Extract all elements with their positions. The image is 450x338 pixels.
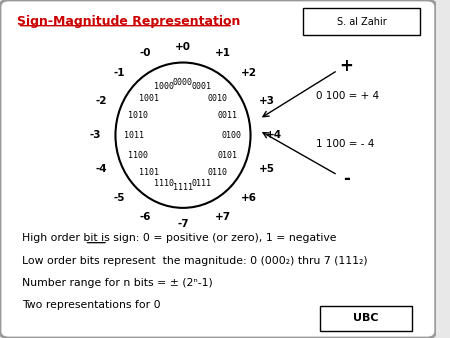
FancyBboxPatch shape xyxy=(0,0,436,338)
Text: -3: -3 xyxy=(89,130,101,140)
Text: 1001: 1001 xyxy=(139,94,158,103)
Text: -5: -5 xyxy=(113,193,125,203)
Text: 0110: 0110 xyxy=(207,168,227,177)
Text: 0111: 0111 xyxy=(192,179,211,188)
Text: S. al Zahir: S. al Zahir xyxy=(337,17,387,27)
Text: Low order bits represent  the magnitude: 0 (000₂) thru 7 (111₂): Low order bits represent the magnitude: … xyxy=(22,256,367,266)
Text: +4: +4 xyxy=(266,130,282,140)
Text: 1110: 1110 xyxy=(154,179,175,188)
Text: 0 100 = + 4: 0 100 = + 4 xyxy=(316,91,379,101)
Text: 1010: 1010 xyxy=(128,111,148,120)
Text: Number range for n bits = ± (2ⁿ-1): Number range for n bits = ± (2ⁿ-1) xyxy=(22,278,212,288)
Text: +0: +0 xyxy=(175,42,191,51)
Text: +3: +3 xyxy=(259,96,275,106)
Text: UBC: UBC xyxy=(353,313,379,323)
Text: 1111: 1111 xyxy=(173,183,193,192)
Text: +6: +6 xyxy=(241,193,257,203)
Text: 0100: 0100 xyxy=(221,131,242,140)
Text: +7: +7 xyxy=(215,212,231,222)
Text: 0010: 0010 xyxy=(207,94,227,103)
Text: Sign-Magnitude Representation: Sign-Magnitude Representation xyxy=(18,16,241,28)
Text: 0011: 0011 xyxy=(218,111,238,120)
Text: +2: +2 xyxy=(241,68,257,77)
Text: -6: -6 xyxy=(140,212,152,222)
Text: +: + xyxy=(339,57,353,75)
Text: 0101: 0101 xyxy=(218,151,238,160)
Text: -4: -4 xyxy=(95,164,107,174)
FancyBboxPatch shape xyxy=(320,306,412,331)
Text: +1: +1 xyxy=(215,48,230,58)
Text: 0001: 0001 xyxy=(192,82,211,91)
Text: 1 100 = - 4: 1 100 = - 4 xyxy=(316,139,374,149)
Text: 1000: 1000 xyxy=(154,82,175,91)
Text: 0000: 0000 xyxy=(173,78,193,88)
Text: -2: -2 xyxy=(95,96,107,106)
Text: High order bit is sign: 0 = positive (or zero), 1 = negative: High order bit is sign: 0 = positive (or… xyxy=(22,233,336,243)
Text: +5: +5 xyxy=(259,164,275,174)
Text: 1011: 1011 xyxy=(124,131,144,140)
Text: Two representations for 0: Two representations for 0 xyxy=(22,300,160,310)
Text: 1101: 1101 xyxy=(139,168,158,177)
Text: -: - xyxy=(343,170,350,188)
Text: -1: -1 xyxy=(113,68,125,77)
Text: 1100: 1100 xyxy=(128,151,148,160)
Text: -7: -7 xyxy=(177,219,189,229)
Text: -0: -0 xyxy=(140,48,152,58)
FancyBboxPatch shape xyxy=(303,8,420,35)
